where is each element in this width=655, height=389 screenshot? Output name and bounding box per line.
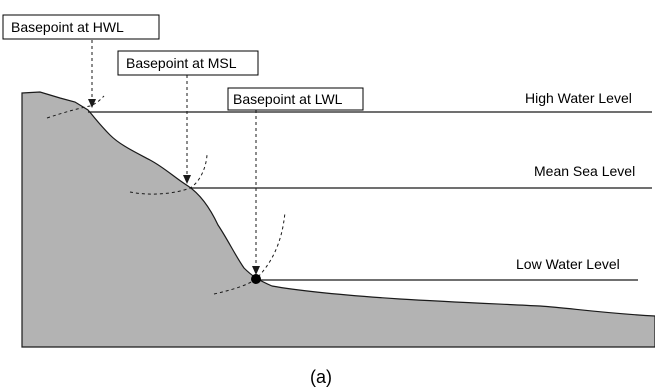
lwl-basepoint-marker: [251, 274, 261, 284]
msl-callout-box: [117, 50, 259, 76]
lwl-arrowhead: [252, 266, 260, 275]
hwl-callout-box: [2, 14, 160, 40]
figure-caption: (a): [310, 367, 332, 387]
high-water-level-label: High Water Level: [525, 90, 632, 106]
hwl-dashed-arc: [46, 95, 105, 119]
lwl-callout-label: Basepoint at LWL: [233, 91, 343, 107]
low-water-level-label: Low Water Level: [516, 256, 620, 272]
msl-dashed-arc: [129, 154, 208, 195]
msl-callout-label: Basepoint at MSL: [126, 55, 237, 71]
msl-arrowhead: [183, 175, 191, 184]
hwl-callout-label: Basepoint at HWL: [11, 19, 124, 35]
lwl-callout-box: [227, 87, 364, 111]
mean-sea-level-label: Mean Sea Level: [534, 163, 635, 179]
terrain-profile: [21, 91, 655, 348]
hwl-arrowhead: [88, 99, 96, 108]
